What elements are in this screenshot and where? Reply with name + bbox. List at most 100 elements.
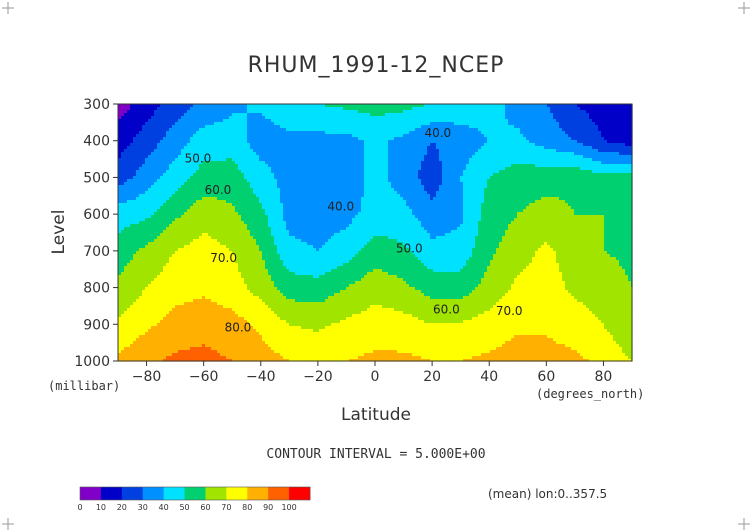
contour-cell bbox=[148, 125, 152, 129]
contour-cell bbox=[313, 140, 317, 144]
contour-cell bbox=[328, 107, 332, 111]
contour-cell bbox=[163, 134, 167, 138]
contour-cell bbox=[250, 122, 254, 126]
contour-cell bbox=[541, 152, 545, 156]
contour-cell bbox=[223, 158, 227, 162]
contour-cell bbox=[337, 137, 341, 141]
contour-cell bbox=[235, 125, 239, 129]
contour-cell bbox=[286, 137, 290, 141]
contour-cell bbox=[328, 116, 332, 120]
contour-cell bbox=[145, 125, 149, 129]
contour-cell bbox=[133, 167, 137, 171]
contour-cell bbox=[394, 137, 398, 141]
contour-cell bbox=[316, 122, 320, 126]
contour-cell bbox=[127, 125, 131, 129]
contour-cell bbox=[118, 137, 122, 141]
contour-cell bbox=[175, 113, 179, 117]
contour-cell bbox=[271, 116, 275, 120]
contour-cell bbox=[298, 116, 302, 120]
contour-cell bbox=[373, 119, 377, 123]
contour-cell bbox=[454, 176, 458, 180]
contour-cell bbox=[529, 119, 533, 123]
contour-cell bbox=[214, 164, 218, 168]
contour-cell bbox=[274, 140, 278, 144]
contour-cell bbox=[319, 185, 323, 189]
contour-cell bbox=[601, 113, 605, 117]
contour-cell bbox=[166, 185, 170, 189]
contour-cell bbox=[514, 119, 518, 123]
contour-cell bbox=[205, 152, 209, 156]
contour-cell bbox=[505, 188, 509, 192]
contour-cell bbox=[529, 176, 533, 180]
contour-cell bbox=[223, 125, 227, 129]
contour-cell bbox=[277, 173, 281, 177]
contour-cell bbox=[523, 188, 527, 192]
contour-cell bbox=[466, 182, 470, 186]
contour-cell bbox=[148, 131, 152, 135]
contour-cell bbox=[241, 152, 245, 156]
contour-cell bbox=[616, 170, 620, 174]
contour-cell bbox=[211, 149, 215, 153]
contour-cell bbox=[262, 167, 266, 171]
contour-cell bbox=[463, 107, 467, 111]
contour-cell bbox=[247, 134, 251, 138]
contour-cell bbox=[529, 107, 533, 111]
contour-cell bbox=[301, 158, 305, 162]
contour-cell bbox=[226, 149, 230, 153]
contour-cell bbox=[160, 185, 164, 189]
contour-cell bbox=[403, 179, 407, 183]
contour-cell bbox=[208, 131, 212, 135]
contour-cell bbox=[199, 143, 203, 147]
contour-cell bbox=[175, 116, 179, 120]
contour-cell bbox=[415, 167, 419, 171]
contour-cell bbox=[424, 149, 428, 153]
contour-cell bbox=[595, 170, 599, 174]
contour-cell bbox=[520, 185, 524, 189]
contour-cell bbox=[478, 140, 482, 144]
contour-cell bbox=[202, 122, 206, 126]
contour-cell bbox=[403, 110, 407, 114]
contour-cell bbox=[562, 158, 566, 162]
contour-cell bbox=[553, 179, 557, 183]
contour-cell bbox=[409, 167, 413, 171]
contour-cell bbox=[556, 110, 560, 114]
contour-cell bbox=[538, 137, 542, 141]
contour-cell bbox=[604, 173, 608, 177]
contour-cell bbox=[205, 173, 209, 177]
contour-cell bbox=[436, 152, 440, 156]
contour-cell bbox=[409, 131, 413, 135]
contour-cell bbox=[259, 170, 263, 174]
contour-cell bbox=[139, 179, 143, 183]
contour-cell bbox=[538, 131, 542, 135]
contour-cell bbox=[199, 128, 203, 132]
contour-cell bbox=[532, 185, 536, 189]
contour-cell bbox=[271, 134, 275, 138]
contour-cell bbox=[448, 152, 452, 156]
contour-cell bbox=[298, 143, 302, 147]
contour-cell bbox=[496, 110, 500, 114]
contour-cell bbox=[406, 161, 410, 165]
contour-cell bbox=[481, 119, 485, 123]
contour-cell bbox=[151, 143, 155, 147]
contour-cell bbox=[394, 149, 398, 153]
contour-cell bbox=[388, 164, 392, 168]
contour-cell bbox=[220, 179, 224, 183]
contour-cell bbox=[199, 122, 203, 126]
contour-cell bbox=[595, 131, 599, 135]
contour-cell bbox=[187, 131, 191, 135]
contour-cell bbox=[574, 107, 578, 111]
contour-cell bbox=[376, 173, 380, 177]
contour-cell bbox=[349, 188, 353, 192]
contour-cell bbox=[247, 110, 251, 114]
contour-cell bbox=[289, 113, 293, 117]
contour-cell bbox=[250, 179, 254, 183]
contour-cell bbox=[247, 113, 251, 117]
contour-cell bbox=[160, 167, 164, 171]
contour-cell bbox=[316, 134, 320, 138]
contour-cell bbox=[283, 149, 287, 153]
contour-cell bbox=[511, 167, 515, 171]
contour-cell bbox=[583, 146, 587, 150]
contour-cell bbox=[421, 131, 425, 135]
contour-cell bbox=[214, 116, 218, 120]
contour-cell bbox=[232, 107, 236, 111]
